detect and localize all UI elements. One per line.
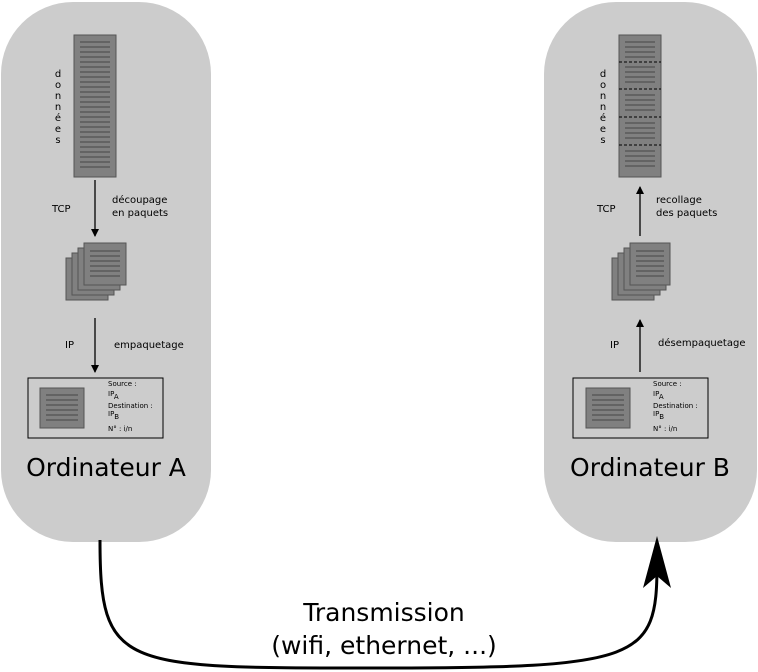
computer-b-merge-label-2: des paquets — [656, 208, 717, 219]
source-ip: IP — [108, 390, 114, 398]
computer-a-title: Ordinateur A — [26, 453, 186, 482]
computer-a-split-label-2: en paquets — [112, 208, 168, 219]
transmission-media: (wifi, ethernet, ...) — [271, 631, 497, 660]
computer-a-data-block — [73, 34, 117, 178]
source-ip: IP — [653, 390, 659, 398]
computer-a: d o n n é e s TCP découpage en paquets — [1, 2, 211, 542]
computer-b-merge-label-1: recollage — [656, 195, 702, 206]
computer-b: d o n n é e s TCP recollage des paquets … — [544, 2, 757, 542]
letter: é — [55, 112, 61, 124]
source-value: IPA — [653, 390, 664, 401]
destination-label: Destination : — [653, 402, 698, 410]
computer-a-packets-stack — [65, 242, 127, 301]
source-value: IPA — [108, 390, 119, 401]
letter: d — [600, 69, 606, 80]
source-ip-sub: A — [659, 393, 664, 401]
computer-a-split-label-1: découpage — [112, 194, 167, 206]
destination-value: IPB — [653, 410, 664, 421]
computer-b-ip-packet: Source : IPA Destination : IPB N° : i/n — [572, 377, 709, 439]
letter: n — [600, 102, 606, 113]
packet-number: N° : i/n — [653, 425, 677, 433]
destination-label: Destination : — [108, 402, 153, 410]
packet-number: N° : i/n — [108, 425, 132, 433]
letter: n — [600, 91, 606, 102]
dest-ip-sub: B — [659, 413, 664, 421]
computer-b-title: Ordinateur B — [570, 453, 730, 482]
dest-ip: IP — [653, 410, 659, 418]
dest-ip: IP — [108, 410, 114, 418]
source-label: Source : — [108, 380, 137, 388]
source-ip-sub: A — [114, 393, 119, 401]
letter: s — [55, 135, 60, 146]
computer-b-packets-stack — [611, 242, 671, 301]
computer-a-data-label: d o n n é e s — [55, 69, 61, 146]
transmission-link: Transmission (wifi, ethernet, ...) — [98, 536, 671, 670]
letter: n — [55, 91, 61, 102]
computer-b-unpack-label: désempaquetage — [658, 337, 745, 349]
letter: d — [55, 69, 61, 80]
letter: e — [600, 124, 606, 135]
letter: o — [600, 80, 606, 91]
computer-b-tcp-label: TCP — [596, 204, 616, 215]
computer-a-ip-packet: Source : IPA Destination : IPB N° : i/n — [27, 377, 164, 439]
transmission-curve — [98, 539, 659, 670]
transmission-title: Transmission — [302, 598, 465, 627]
computer-b-ip-label: IP — [610, 340, 619, 351]
computer-b-data-label: d o n n é e s — [600, 69, 606, 146]
letter: n — [55, 102, 61, 113]
destination-value: IPB — [108, 410, 119, 421]
transmission-arrowhead — [643, 536, 671, 588]
letter: s — [600, 135, 605, 146]
source-label: Source : — [653, 380, 682, 388]
computer-a-ip-label: IP — [65, 340, 74, 351]
computer-a-tcp-label: TCP — [51, 204, 71, 215]
computer-b-data-block — [618, 34, 662, 178]
letter: e — [55, 124, 61, 135]
letter: é — [600, 112, 606, 124]
letter: o — [55, 80, 61, 91]
computer-a-pack-label: empaquetage — [114, 340, 184, 351]
dest-ip-sub: B — [114, 413, 119, 421]
